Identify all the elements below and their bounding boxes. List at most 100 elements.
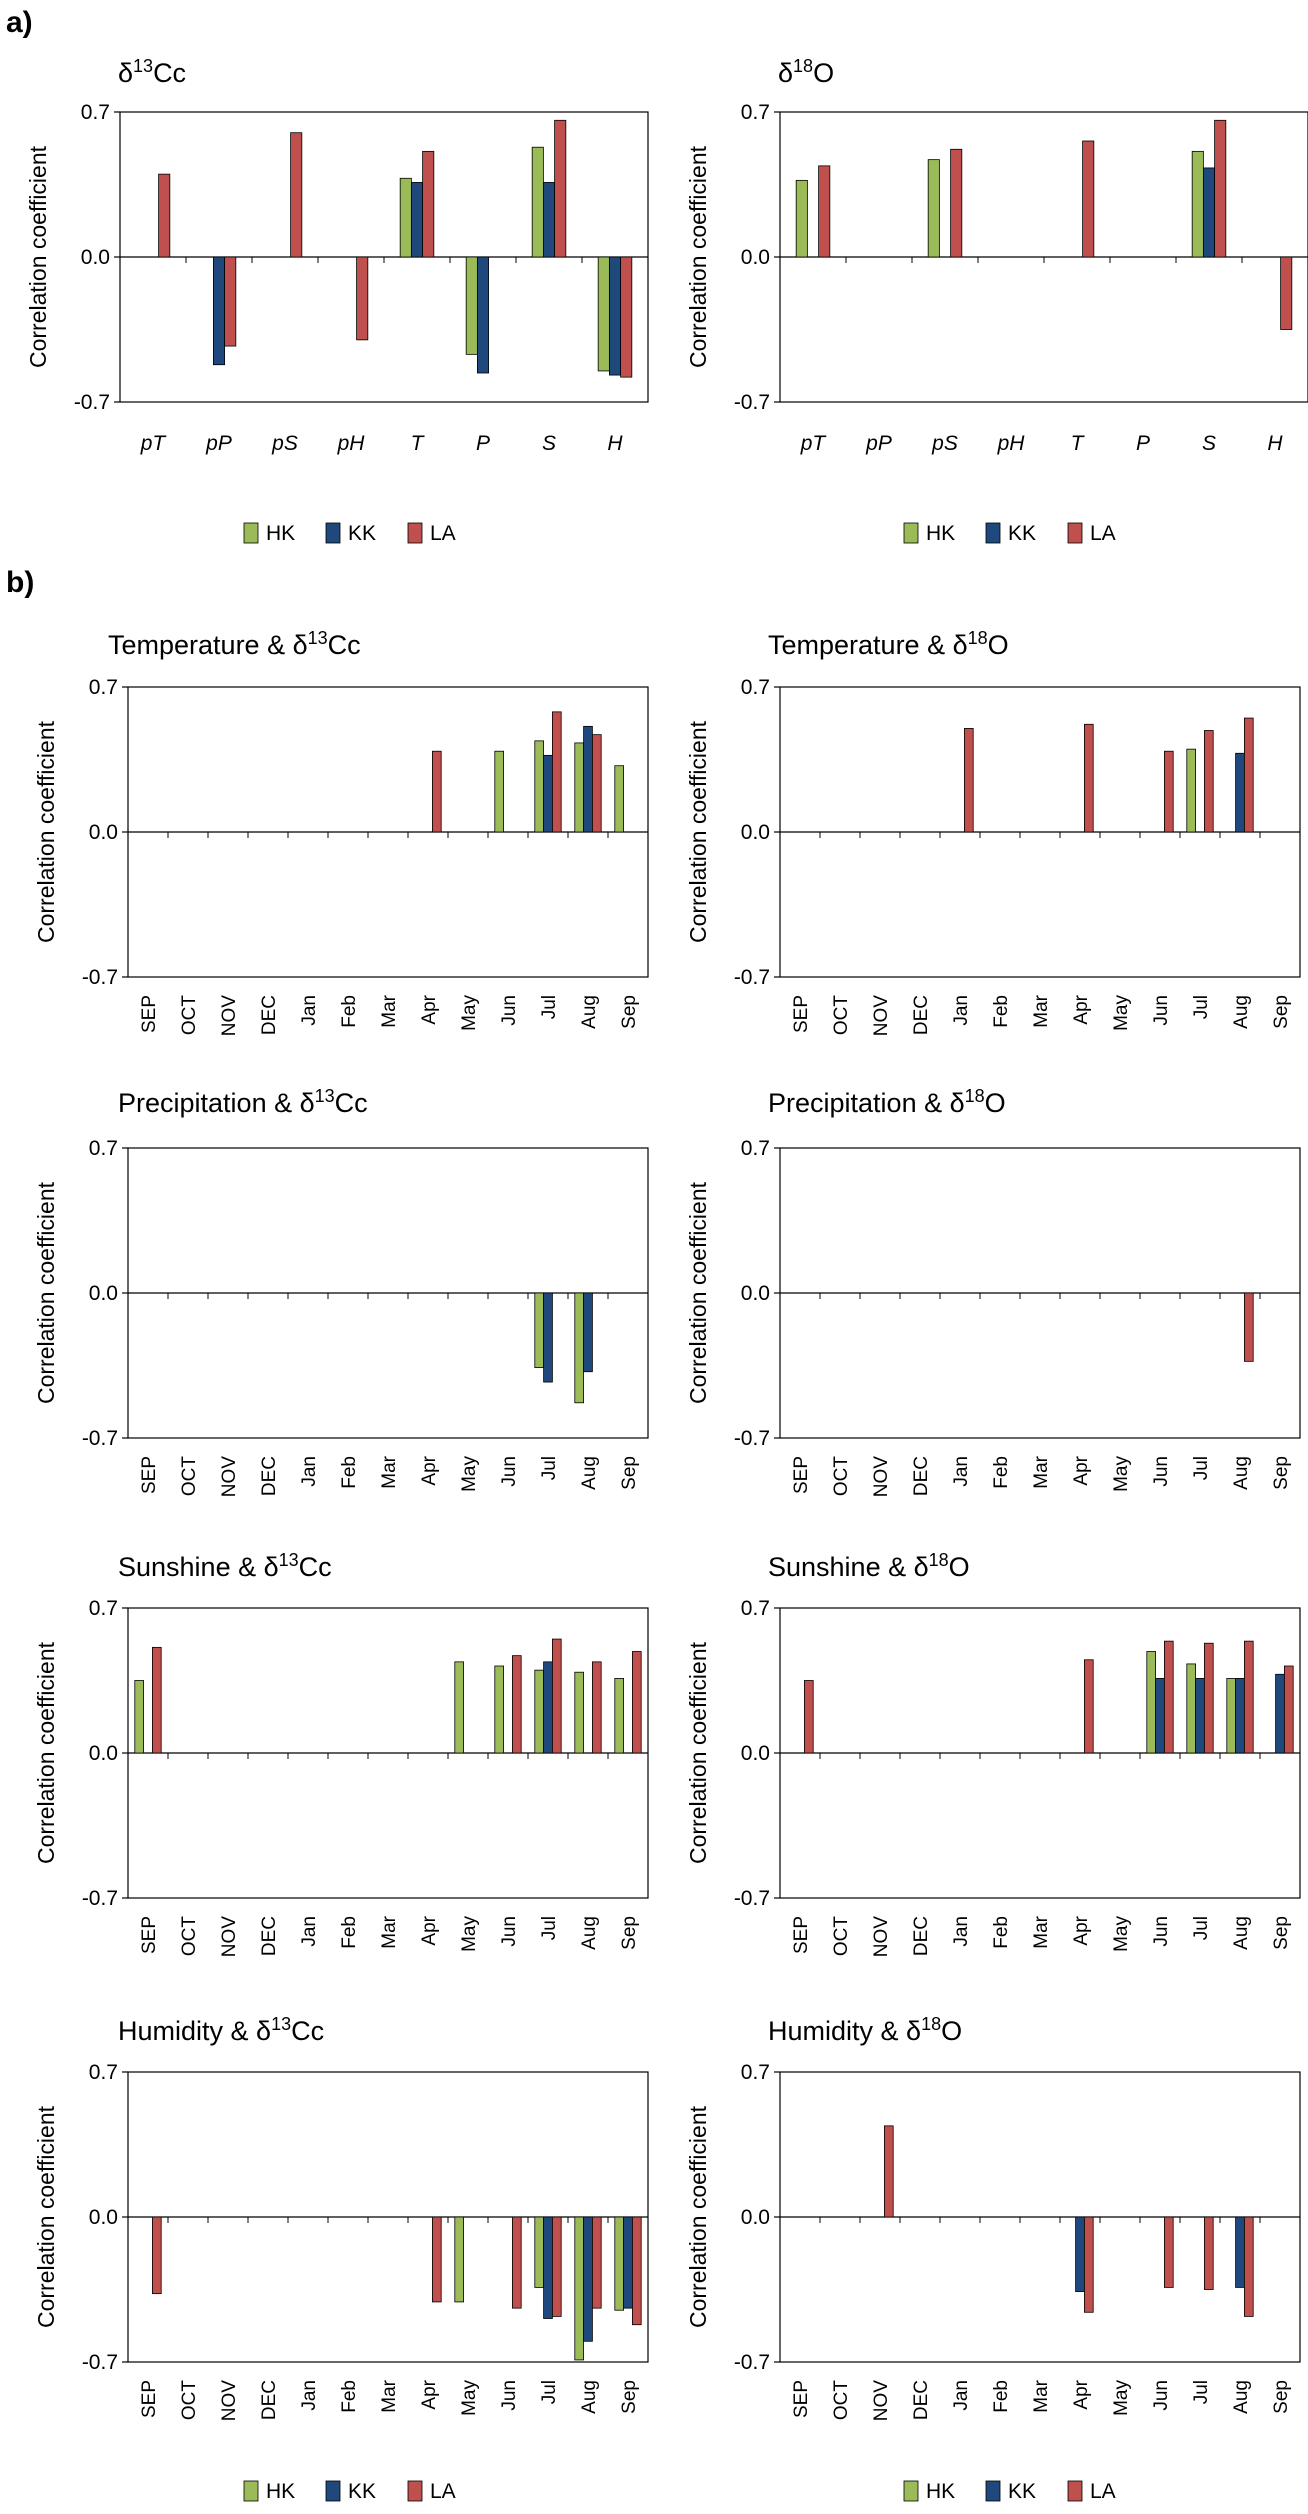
bar-la-aug <box>592 2216 602 2309</box>
bar-hk-jul <box>534 1669 544 1754</box>
bar-la-jun <box>512 2216 522 2309</box>
x-tick-label: Aug <box>579 1916 600 1950</box>
x-tick-label: pS <box>271 432 298 455</box>
x-tick-label: Aug <box>579 995 600 1029</box>
x-tick-label: Jan <box>299 1916 320 1947</box>
bar-hk-p <box>465 256 478 355</box>
chart-1: δ18O 0.7 0.0 -0.7 Correlation coefficient pT p… <box>685 56 1308 455</box>
x-tick-label: Feb <box>339 1456 360 1489</box>
bar-kk-aug <box>1235 1678 1245 1754</box>
bar-la-nov <box>884 2125 894 2218</box>
bar-la-sep <box>151 1646 162 1754</box>
bar-kk-aug <box>583 1292 593 1373</box>
bar-kk-t <box>410 182 424 258</box>
bar-hk-jun <box>494 750 504 833</box>
x-tick-label: pH <box>997 432 1026 455</box>
x-tick-label: NOV <box>219 995 240 1037</box>
bar-kk-jul <box>543 2216 553 2319</box>
x-tick-label: T <box>411 432 426 455</box>
x-tick-label: NOV <box>871 1456 892 1498</box>
legend-swatch-hk <box>903 2480 919 2502</box>
bar-la-aug <box>592 734 602 833</box>
y-tick-label: 0.7 <box>741 2061 770 2084</box>
y-axis-label: Correlation coefficient <box>33 2105 59 2328</box>
x-tick-label: May <box>459 1456 480 1492</box>
bar-hk-jul <box>534 2216 544 2288</box>
x-tick-label: OCT <box>179 995 200 1036</box>
x-tick-label: pP <box>205 432 232 455</box>
chart-0: δ13Cc 0.7 0.0 -0.7 Correlation coefficient pT… <box>25 56 649 455</box>
x-tick-label: SEP <box>791 1456 812 1494</box>
bar-la-aug <box>1244 1640 1254 1754</box>
bar-kk-jun <box>1155 1678 1165 1754</box>
bar-la-jul <box>552 2216 562 2317</box>
x-tick-label: Jun <box>1151 2380 1172 2411</box>
y-tick-label: -0.7 <box>74 391 110 414</box>
x-tick-label: Jun <box>1151 1456 1172 1487</box>
bar-hk-may <box>454 2216 464 2303</box>
chart-title: Temperature & δ13Cc <box>108 628 361 660</box>
x-tick-label: SEP <box>139 1456 160 1494</box>
x-tick-label: Jul <box>1191 2380 1212 2404</box>
bar-hk-aug <box>574 1292 584 1404</box>
y-tick-label: 0.7 <box>89 1597 118 1620</box>
y-tick-label: -0.7 <box>734 391 770 414</box>
bar-la-s <box>554 119 567 258</box>
legends-group: HK KK LA HK KK LA HK KK LA HK KK LA <box>243 522 1116 2503</box>
y-axis-label: Correlation coefficient <box>685 2105 711 2328</box>
y-tick-label: 0.7 <box>89 2061 118 2084</box>
x-tick-label: Mar <box>1031 1915 1052 1948</box>
legend-swatch-kk <box>325 522 341 544</box>
bar-hk-sep <box>614 765 624 833</box>
x-tick-label: Sep <box>1271 995 1292 1029</box>
x-tick-label: Aug <box>579 2380 600 2414</box>
legend-label-kk: KK <box>348 522 376 545</box>
x-tick-label: Jan <box>299 2380 320 2411</box>
x-tick-label: Mar <box>1031 1455 1052 1488</box>
chart-9: Humidity & δ18O 0.7 0.0 -0.7 Correlation coe… <box>685 2014 1301 2421</box>
y-tick-label: 0.7 <box>741 1137 770 1160</box>
chart-title: Humidity & δ18O <box>768 2014 962 2046</box>
bar-la-s <box>1214 119 1227 258</box>
bar-la-h <box>620 256 633 378</box>
charts-group: δ13Cc 0.7 0.0 -0.7 Correlation coefficient pT… <box>25 56 1308 2421</box>
bar-la-aug <box>1244 1292 1254 1362</box>
x-tick-label: DEC <box>911 1916 932 1956</box>
y-tick-label: 0.0 <box>89 1742 118 1765</box>
legend-swatch-hk <box>243 522 259 544</box>
x-tick-label: pT <box>140 432 168 455</box>
x-tick-label: OCT <box>179 1456 200 1497</box>
x-tick-label: NOV <box>219 1916 240 1958</box>
x-tick-label: DEC <box>911 2380 932 2420</box>
x-tick-label: Jul <box>539 1916 560 1940</box>
y-tick-label: -0.7 <box>82 1887 118 1910</box>
x-tick-label: Aug <box>1231 1916 1252 1950</box>
bar-kk-sep <box>623 2216 633 2309</box>
x-tick-label: Feb <box>991 995 1012 1028</box>
x-tick-label: Jan <box>951 2380 972 2411</box>
x-tick-label: Apr <box>419 994 440 1024</box>
y-tick-label: -0.7 <box>82 966 118 989</box>
x-tick-label: DEC <box>259 1456 280 1496</box>
x-tick-label: SEP <box>139 995 160 1033</box>
x-tick-label: May <box>459 2380 480 2416</box>
bar-la-aug <box>1244 717 1254 833</box>
bar-la-h <box>1280 256 1293 330</box>
x-tick-label: NOV <box>219 2380 240 2422</box>
x-tick-label: Jul <box>539 1456 560 1480</box>
legend-swatch-kk <box>985 2480 1001 2502</box>
legend-label-kk: KK <box>1008 2480 1036 2503</box>
x-tick-label: Apr <box>419 1455 440 1485</box>
bar-hk-h <box>597 256 610 372</box>
x-tick-label: Jul <box>539 2380 560 2404</box>
y-tick-label: 0.7 <box>89 676 118 699</box>
bar-la-aug <box>1244 2216 1254 2317</box>
bar-la-jul <box>1204 730 1214 833</box>
bar-hk-jul <box>1186 1663 1197 1754</box>
x-tick-label: Apr <box>419 1915 440 1945</box>
y-tick-label: -0.7 <box>82 1427 118 1450</box>
x-tick-label: pH <box>337 432 366 455</box>
x-tick-label: Feb <box>991 1916 1012 1949</box>
